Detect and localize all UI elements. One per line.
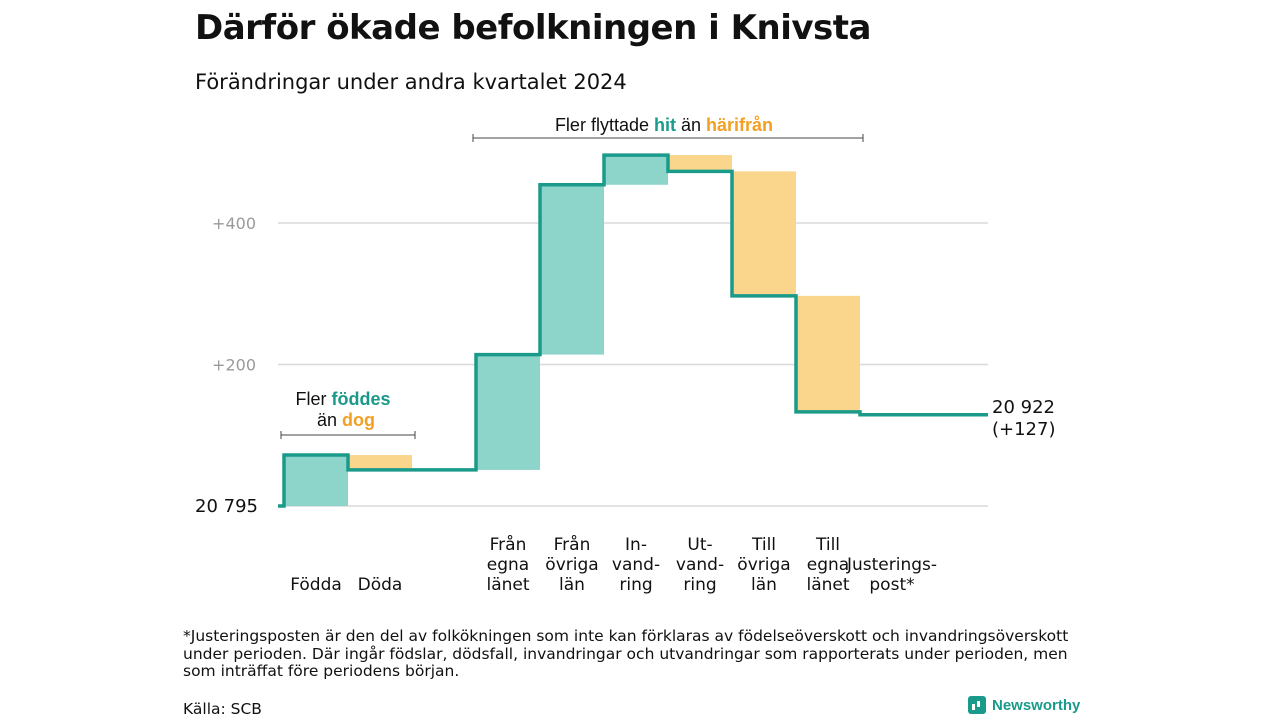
y-tick-label: +400	[212, 214, 256, 233]
footnote: *Justeringsposten är den del av folkökni…	[183, 627, 1069, 680]
waterfall-bar	[796, 295, 860, 412]
annotation-text: Fler flyttade	[555, 115, 654, 135]
category-label: vand-	[612, 555, 660, 575]
annotation-highlight: härifrån	[706, 115, 773, 135]
category-label: post*	[869, 575, 914, 595]
category-label: Ut-	[687, 535, 712, 555]
waterfall-bar	[540, 184, 604, 355]
brand-name: Newsworthy	[992, 696, 1081, 714]
newsworthy-icon	[968, 696, 986, 714]
category-label: egna	[807, 555, 849, 575]
chart-title: Därför ökade befolkningen i Knivsta	[195, 8, 871, 48]
category-label: Till	[751, 535, 776, 555]
annotation-highlight: föddes	[331, 389, 390, 409]
category-label: övriga	[737, 555, 790, 575]
waterfall-bar	[348, 455, 412, 470]
category-label: ring	[683, 575, 716, 595]
source-label: Källa: SCB	[183, 700, 262, 718]
category-label: Från	[490, 534, 527, 555]
category-label: In-	[625, 535, 647, 555]
waterfall-bar	[604, 155, 668, 185]
annotation-births-line1: Fler föddes	[295, 389, 390, 409]
category-label: Till	[815, 535, 840, 555]
annotation-highlight: dog	[342, 410, 375, 430]
annotation-text: Fler	[295, 389, 331, 409]
annotation-migration: Fler flyttade hit än härifrån	[555, 115, 773, 135]
annotation-text: än	[676, 115, 706, 135]
waterfall-bar	[284, 455, 348, 506]
category-label: övriga	[545, 555, 598, 575]
y-tick-label: +200	[212, 356, 256, 375]
category-label: län	[751, 575, 777, 595]
start-value-label: 20 795	[195, 496, 258, 517]
category-label: vand-	[676, 555, 724, 575]
category-label: länet	[806, 575, 849, 595]
category-label: Justerings-	[846, 555, 937, 575]
waterfall-bar	[668, 155, 732, 172]
chart-subtitle: Förändringar under andra kvartalet 2024	[195, 70, 627, 94]
annotation-births-line2: än dog	[317, 410, 375, 430]
category-label: länet	[486, 575, 529, 595]
annotation-highlight: hit	[654, 115, 676, 135]
waterfall-bar	[732, 171, 796, 296]
waterfall-bar	[476, 354, 540, 470]
end-change-label: (+127)	[992, 419, 1055, 440]
category-label: ring	[619, 575, 652, 595]
category-label: Födda	[290, 575, 342, 595]
category-label: Från	[554, 534, 591, 555]
category-label: Döda	[358, 575, 403, 595]
cumulative-step-line	[278, 153, 988, 508]
annotation-text: än	[317, 410, 342, 430]
category-label: egna	[487, 555, 529, 575]
end-value-label: 20 922	[992, 397, 1055, 418]
brand-logo: Newsworthy	[968, 696, 1080, 714]
category-label: län	[559, 575, 585, 595]
